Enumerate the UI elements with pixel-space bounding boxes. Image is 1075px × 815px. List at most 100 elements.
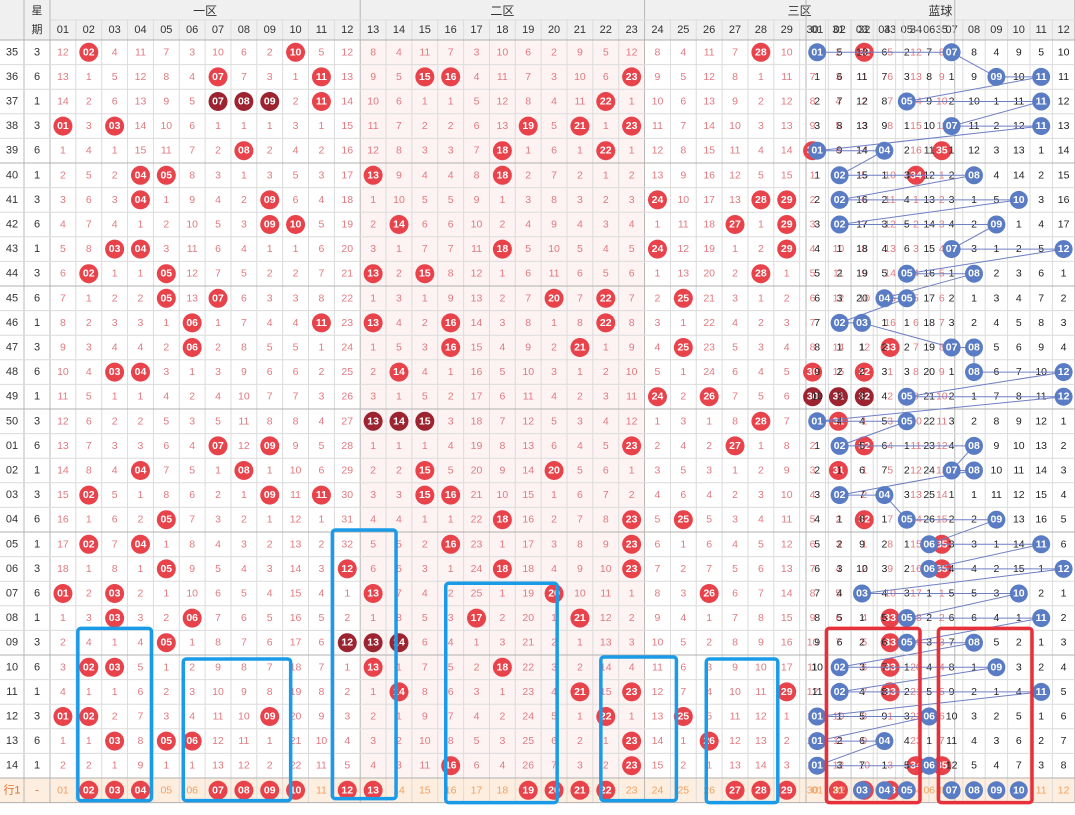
red-miss-count: 7 <box>241 317 247 329</box>
blue-miss-count: 2 <box>971 317 977 329</box>
red-ball <box>105 731 125 751</box>
red-ball-label: 10 <box>290 219 302 231</box>
red-miss-count: 1 <box>163 317 169 329</box>
highlight-box-blue <box>599 655 679 803</box>
red-miss-count: 10 <box>497 46 509 58</box>
footer-label: 行1 <box>3 783 20 796</box>
red-miss-count: 6 <box>396 96 402 108</box>
red-miss-count: 29 <box>341 465 353 477</box>
red-miss-count: 8 <box>810 96 816 108</box>
red-miss-count: 3 <box>836 71 842 83</box>
red-miss-count: 3 <box>396 489 402 501</box>
red-miss-count: 3 <box>706 661 712 673</box>
red-ball-label: 16 <box>445 489 457 501</box>
footer-red-label: 21 <box>574 784 586 796</box>
red-ball-label: 15 <box>419 489 431 501</box>
red-ball <box>854 510 874 530</box>
blue-miss-count: 6 <box>814 292 820 304</box>
red-miss-count: 7 <box>939 317 945 329</box>
footer-blue-number: 06 <box>923 784 935 796</box>
week-cell: 6 <box>34 71 40 83</box>
red-miss-count: 1 <box>629 465 635 477</box>
red-miss-count: 3 <box>706 465 712 477</box>
red-ball <box>105 362 125 382</box>
red-miss-count: 12 <box>238 760 250 772</box>
red-miss-count: 6 <box>887 71 893 83</box>
red-miss-count: 1 <box>603 169 609 181</box>
blue-ball-label: 05 <box>901 415 913 427</box>
red-miss-count: 3 <box>474 46 480 58</box>
red-ball <box>130 362 150 382</box>
blue-miss-count: 1 <box>949 366 955 378</box>
blue-miss-count: 7 <box>881 465 887 477</box>
blue-miss-count: 2 <box>1038 169 1044 181</box>
red-ball-label: 16 <box>445 342 457 354</box>
red-miss-count: 6 <box>241 292 247 304</box>
red-miss-count: 14 <box>936 489 948 501</box>
blue-miss-count: 4 <box>814 243 820 255</box>
red-ball-label: 23 <box>626 735 638 747</box>
blue-miss-count: 11 <box>812 686 823 698</box>
issue-cell: 06 <box>6 563 18 575</box>
red-miss-count: 5 <box>525 243 531 255</box>
red-miss-count: 8 <box>525 96 531 108</box>
red-miss-count: 13 <box>910 71 922 83</box>
blue-miss-count: 10 <box>923 120 935 132</box>
red-ball <box>622 559 642 579</box>
blue-miss-count: 2 <box>859 637 865 649</box>
red-ball-label: 35 <box>936 760 948 772</box>
blue-ball-label: 07 <box>946 342 958 354</box>
blue-trend-line <box>929 519 997 545</box>
red-miss-count: 6 <box>163 440 169 452</box>
red-miss-count: 18 <box>341 194 353 206</box>
footer-red-ball <box>518 780 538 800</box>
red-ball-label: 11 <box>316 71 327 83</box>
red-miss-count: 2 <box>241 514 247 526</box>
red-ball <box>105 116 125 136</box>
red-ball-label: 32 <box>858 514 870 526</box>
issue-cell: 47 <box>6 342 18 354</box>
red-miss-count: 1 <box>60 612 66 624</box>
red-miss-count: 2 <box>706 637 712 649</box>
red-ball <box>441 485 461 505</box>
blue-trend-line <box>906 593 1019 619</box>
red-miss-count: 7 <box>448 711 454 723</box>
red-miss-count: 25 <box>341 366 353 378</box>
footer-red-number: 17 <box>471 784 483 796</box>
red-ball-label: 05 <box>160 735 172 747</box>
red-miss-count: 8 <box>655 588 661 600</box>
blue-ball-label: 04 <box>879 489 891 501</box>
red-ball <box>647 190 667 210</box>
blue-ball <box>1032 117 1051 136</box>
blue-miss-count: 1 <box>881 317 887 329</box>
red-miss-count: 10 <box>807 637 819 649</box>
blue-miss-count: 2 <box>993 268 999 280</box>
footer-red-label: 07 <box>212 784 224 796</box>
red-miss-count: 4 <box>163 391 169 403</box>
red-miss-count: 1 <box>370 612 376 624</box>
red-ball-label: 02 <box>83 46 95 58</box>
red-miss-count: 9 <box>215 661 221 673</box>
red-ball <box>828 461 848 480</box>
red-ball-label: 23 <box>626 563 638 575</box>
red-miss-count: 3 <box>215 514 221 526</box>
red-miss-count: 18 <box>703 219 715 231</box>
red-miss-count: 7 <box>112 538 118 550</box>
footer-red-ball <box>130 780 150 800</box>
red-ball-label: 22 <box>600 145 612 157</box>
footer-blue-number: 01 <box>811 784 823 796</box>
issue-cell: 11 <box>6 686 17 698</box>
red-ball <box>260 92 280 111</box>
red-ball <box>234 92 254 111</box>
red-miss-count: 11 <box>471 243 482 255</box>
red-miss-count: 1 <box>758 440 764 452</box>
footer-red-ball <box>79 780 99 800</box>
red-miss-count: 2 <box>422 538 428 550</box>
red-miss-count: 22 <box>471 514 483 526</box>
red-miss-count: 13 <box>135 96 147 108</box>
red-miss-count: 6 <box>525 268 531 280</box>
red-column-header: 28 <box>755 24 767 36</box>
red-miss-count: 24 <box>341 342 353 354</box>
red-miss-count: 1 <box>551 317 557 329</box>
blue-miss-count: 2 <box>881 342 887 354</box>
